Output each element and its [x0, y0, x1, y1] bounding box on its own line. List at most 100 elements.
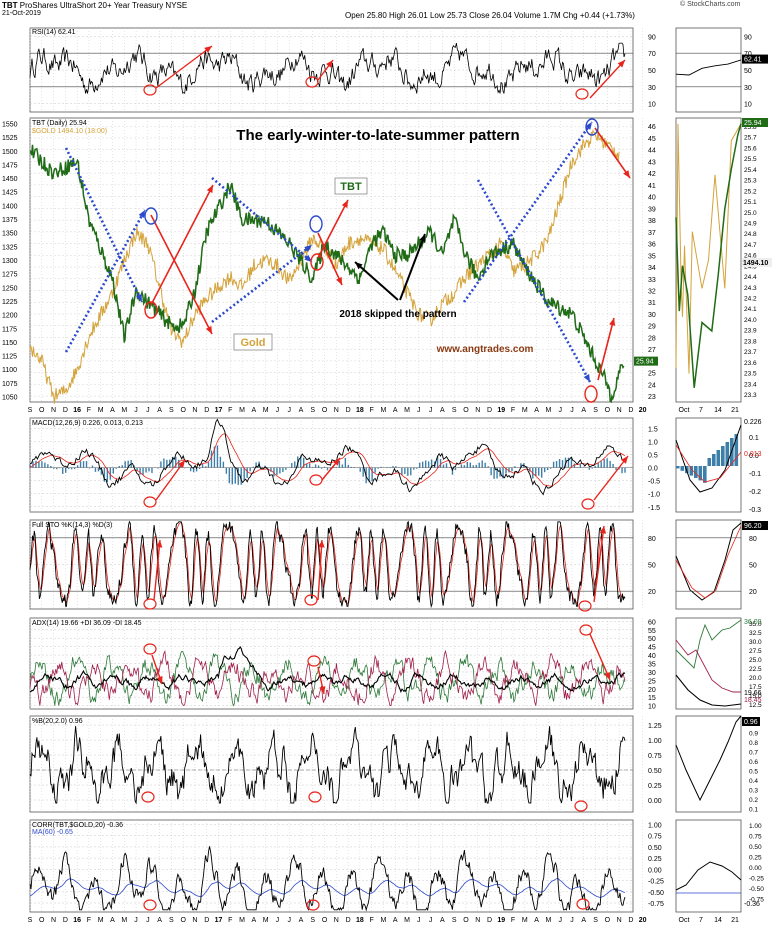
month-label: S [28, 407, 33, 414]
price-right-tick: 37 [648, 230, 656, 237]
month-label-bottom: F [511, 917, 515, 924]
adx-red-circle [307, 655, 321, 667]
month-label-bottom: F [370, 917, 374, 924]
corr-legend: CORR(TBT,$GOLD,20) -0.36 [32, 822, 123, 829]
month-label: A [393, 407, 398, 414]
pb-zoom-tick: 0.8 [749, 740, 758, 747]
pb-last-badge [742, 717, 760, 726]
pb-line [29, 726, 626, 805]
arrow-head [599, 526, 607, 534]
month-label-bottom: J [558, 917, 562, 924]
rsi-red-circle [305, 76, 319, 88]
correlation-ytick-label: 0.25 [648, 856, 662, 863]
month-label-bottom: A [581, 917, 586, 924]
zoom-month-label: 14 [714, 407, 722, 414]
month-label-bottom: 18 [356, 917, 364, 924]
percent_b-red-circle [141, 791, 155, 803]
macd-zoom-bar [725, 442, 730, 466]
month-label-bottom: D [63, 917, 68, 924]
month-label: F [370, 407, 374, 414]
arrow-head [156, 540, 163, 548]
month-label: N [192, 407, 197, 414]
price-right-tick: 34 [648, 265, 656, 272]
month-label-bottom: J [146, 917, 150, 924]
arrow-head [604, 672, 610, 680]
arrow-head [585, 122, 592, 130]
ticker-name: ProShares UltraShort 20+ Year Treasury N… [19, 1, 188, 10]
stochastic-red-arrow [153, 539, 161, 601]
month-label-bottom: A [534, 917, 539, 924]
macd-zoom-bar [689, 466, 694, 476]
price-left-tick: 1475 [2, 162, 18, 169]
macd-zoom-tick: 0.1 [749, 435, 759, 442]
rsi-red-circle [143, 84, 157, 96]
month-label-bottom: 17 [215, 917, 223, 924]
gold-zoom-badge-text: 1494.10 [743, 260, 768, 267]
rsi-ytick-label: 30 [648, 85, 656, 92]
price-zoom-tick: 25.3 [744, 178, 757, 185]
macd-ytick-label: -1.5 [648, 505, 660, 512]
month-label-bottom: J [417, 917, 421, 924]
zoom-month-label: 7 [699, 407, 703, 414]
adx-ytick-label: 30 [648, 670, 656, 677]
month-label: J [287, 407, 291, 414]
price-zoom-tick: 25.6 [744, 145, 757, 152]
zoom-month-label-bottom: 7 [699, 917, 703, 924]
month-label-bottom: A [110, 917, 115, 924]
month-label: N [475, 407, 480, 414]
price-zoom-tick: 23.6 [744, 360, 757, 367]
rsi-zoom-line [675, 59, 742, 76]
adx-zoom-tick: 32.5 [749, 630, 762, 637]
month-label: N [617, 407, 622, 414]
price-left-tick: 1050 [2, 395, 18, 402]
sto-zoom-k [675, 522, 742, 601]
adx-zoom-tick: 15.0 [749, 693, 762, 700]
month-label: N [334, 407, 339, 414]
corr-line [29, 846, 626, 912]
month-label-bottom: D [628, 917, 633, 924]
sto-last-badge [742, 521, 768, 530]
price-zoom-tick: 24.9 [744, 220, 757, 227]
pb-legend: %B(20,2.0) 0.96 [32, 718, 83, 725]
adx-plus-last: 36.09 [744, 619, 762, 626]
zoom-month-label-bottom: 14 [714, 917, 722, 924]
rsi-last-badge [742, 54, 768, 64]
pb-zoom-tick: 0.5 [749, 769, 758, 776]
macd-zoom-tick: 0.0 [749, 453, 759, 460]
month-label-bottom: 19 [497, 917, 505, 924]
month-label-bottom: J [429, 917, 433, 924]
price-zoom-tick: 23.7 [744, 349, 757, 356]
macd-legend: MACD(12,26,9) 0.226, 0.013, 0.213 [32, 420, 143, 427]
macd-ytick-label: 1.5 [648, 426, 658, 433]
price-right-tick: 24 [648, 382, 656, 389]
macd-zoom-bar [694, 466, 698, 478]
arrow-head [304, 254, 312, 262]
macd-zoom-tick: -0.3 [749, 507, 761, 514]
tbt-zoom-line [675, 123, 742, 388]
price-zoom-tick: 25.4 [744, 167, 757, 174]
month-label: O [605, 407, 611, 414]
month-label-bottom: D [487, 917, 492, 924]
month-label-bottom: A [299, 917, 304, 924]
month-label: J [417, 407, 421, 414]
month-label-bottom: A [393, 917, 398, 924]
percent_b-ytick-label: 0.25 [648, 783, 662, 790]
price-right-tick: 23 [648, 394, 656, 401]
pb-zoom-tick: 0.6 [749, 759, 758, 766]
month-label: J [570, 407, 574, 414]
month-label: J [276, 407, 280, 414]
adx-line [29, 645, 626, 694]
month-label: S [452, 407, 457, 414]
month-label-bottom: J [276, 917, 280, 924]
price-zoom-tick: 24.3 [744, 285, 757, 292]
month-label-bottom: F [87, 917, 91, 924]
macd-zoom-bar [707, 458, 712, 466]
month-label-bottom: A [252, 917, 257, 924]
red-arrow-line [150, 214, 213, 335]
month-label-bottom: N [617, 917, 622, 924]
pattern-note: 2018 skipped the pattern [339, 309, 456, 320]
macd-zoom-bar [721, 446, 725, 466]
month-label: O [39, 407, 45, 414]
